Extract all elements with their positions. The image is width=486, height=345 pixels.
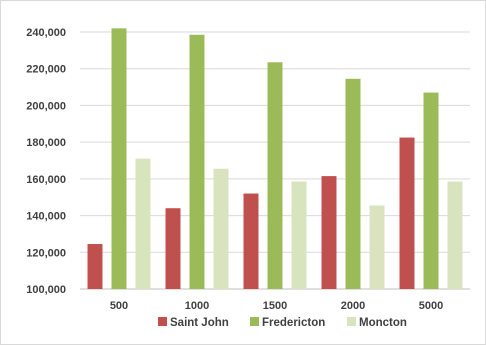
bar-saint-john-1000 xyxy=(165,208,181,289)
x-tick-label: 500 xyxy=(110,300,128,312)
bar-saint-john-1500 xyxy=(243,193,259,289)
bar-saint-john-2000 xyxy=(321,176,337,289)
legend-swatch xyxy=(347,317,356,326)
y-tick-label: 180,000 xyxy=(26,137,66,149)
bar-moncton-1000 xyxy=(213,168,229,289)
bar-saint-john-500 xyxy=(87,244,103,289)
bar-moncton-5000 xyxy=(447,181,463,289)
bar-fredericton-500 xyxy=(111,28,127,289)
bars xyxy=(87,28,463,289)
x-tick-label: 2000 xyxy=(341,300,365,312)
y-tick-label: 140,000 xyxy=(26,211,66,223)
legend-label: Moncton xyxy=(359,317,407,329)
y-tick-label: 160,000 xyxy=(26,174,66,186)
y-axis: 100,000 120,000 140,000 160,000 180,000 200,0… xyxy=(26,27,66,296)
x-tick-label: 1500 xyxy=(263,300,287,312)
bar-fredericton-1000 xyxy=(189,34,205,289)
legend-swatch xyxy=(158,317,167,326)
bar-moncton-2000 xyxy=(369,205,385,289)
x-axis: 500 1000 1500 2000 5000 xyxy=(110,300,443,312)
bar-fredericton-5000 xyxy=(423,92,439,289)
legend-swatch xyxy=(250,317,259,326)
legend-label: Saint John xyxy=(170,317,229,329)
y-tick-label: 200,000 xyxy=(26,100,66,112)
y-tick-label: 220,000 xyxy=(26,64,66,76)
bar-fredericton-2000 xyxy=(345,78,361,289)
bar-moncton-1500 xyxy=(291,181,307,289)
y-tick-label: 240,000 xyxy=(26,27,66,39)
x-tick-label: 1000 xyxy=(185,300,209,312)
bar-moncton-500 xyxy=(135,158,151,289)
y-tick-label: 100,000 xyxy=(26,284,66,296)
bar-fredericton-1500 xyxy=(267,62,283,289)
x-tick-label: 5000 xyxy=(419,300,443,312)
bar-saint-john-5000 xyxy=(399,137,415,289)
y-tick-label: 120,000 xyxy=(26,247,66,259)
legend-label: Fredericton xyxy=(262,317,325,329)
legend: Saint John Fredericton Moncton xyxy=(158,317,407,329)
